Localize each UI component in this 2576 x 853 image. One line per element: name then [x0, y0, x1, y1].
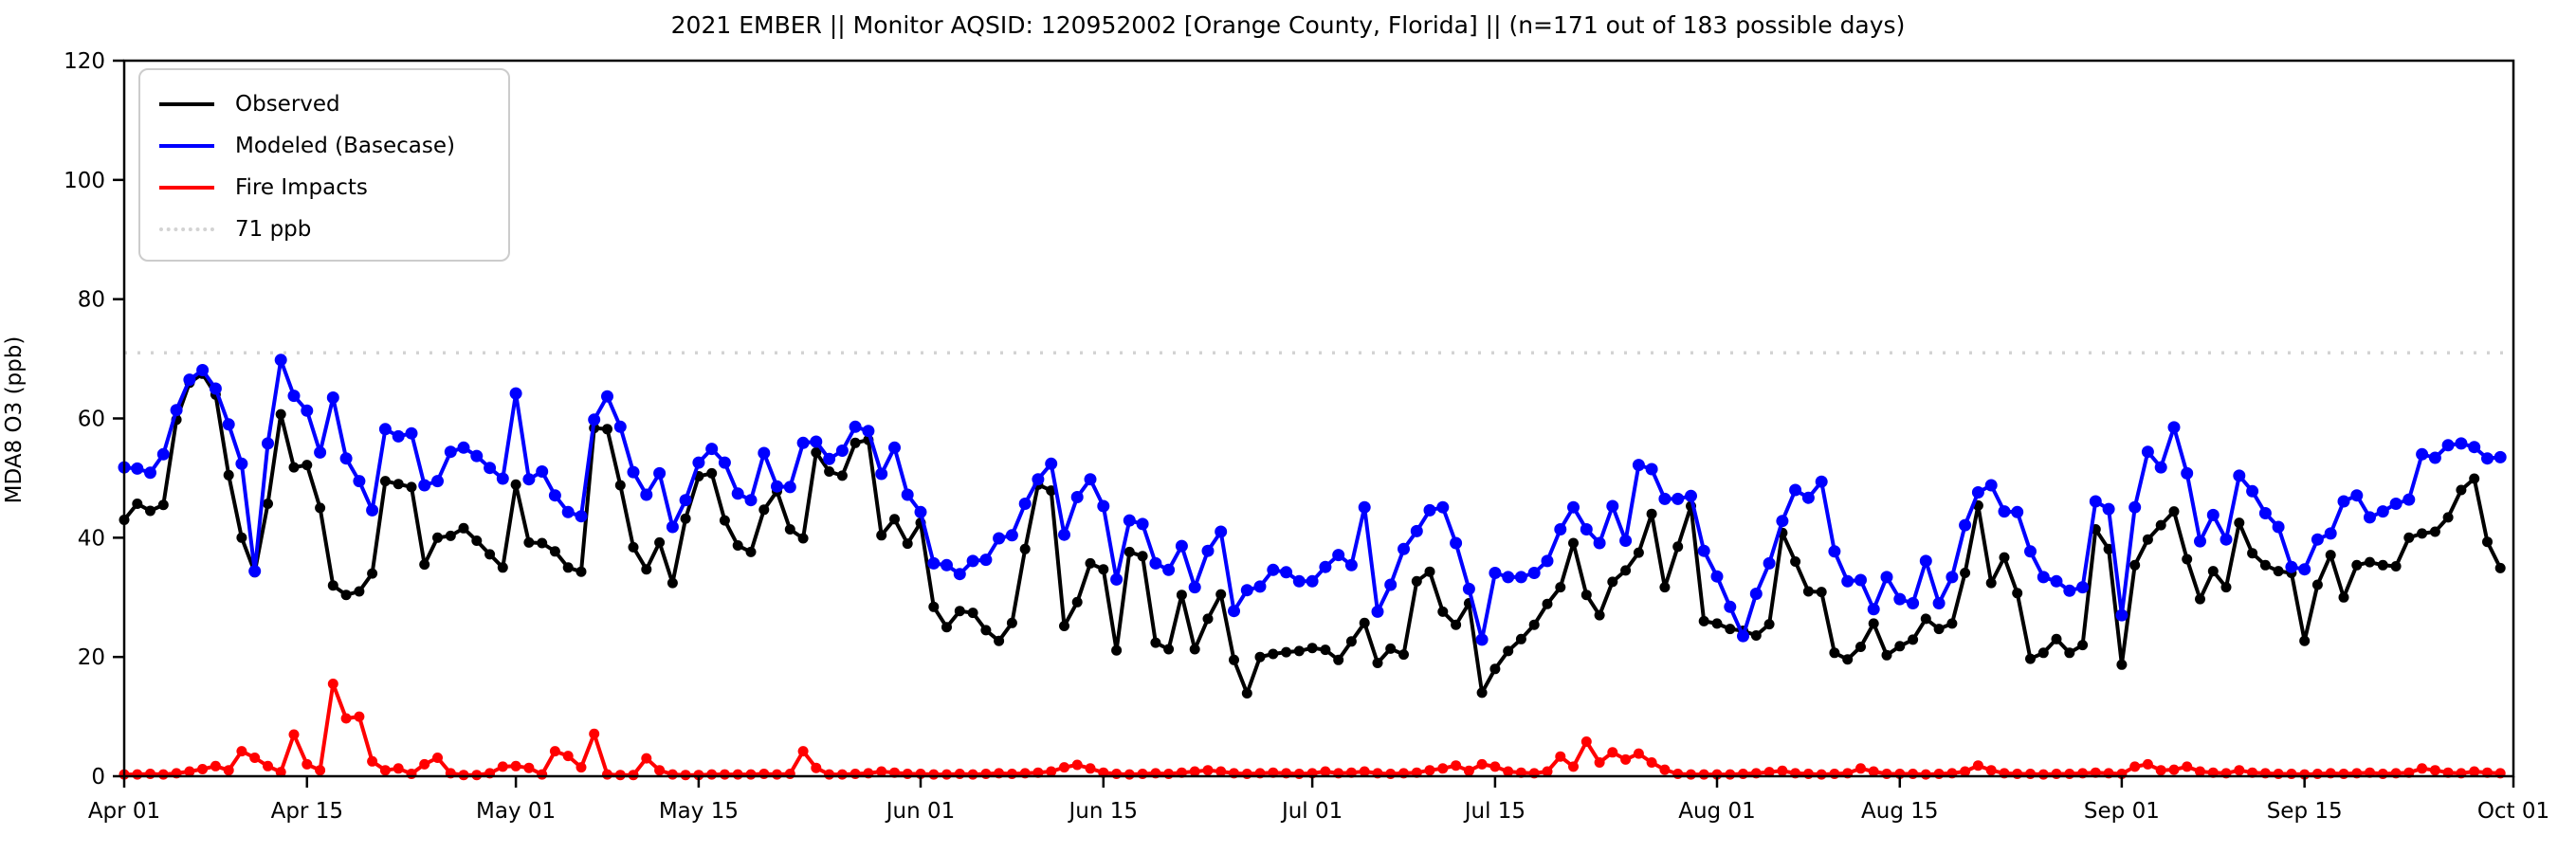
x-tick-label: Apr 15: [271, 799, 343, 824]
x-tick-label: Jun 01: [885, 799, 956, 824]
legend: Observed Modeled (Basecase) Fire Impacts…: [138, 68, 510, 262]
x-tick-label: Sep 01: [2084, 799, 2160, 824]
y-tick-label: 60: [78, 408, 105, 432]
observed-line-swatch: [159, 102, 214, 106]
y-tick-label: 80: [78, 288, 105, 313]
y-axis-ticks: 0 20 40 60 80 100 120: [64, 49, 124, 789]
x-tick-label: Apr 01: [88, 799, 160, 824]
fire-line-swatch: [159, 186, 214, 190]
legend-label: 71 ppb: [235, 217, 312, 242]
y-tick-label: 120: [64, 49, 105, 74]
x-axis-ticks: Apr 01 Apr 15 May 01 May 15 Jun 01 Jun 15 Jul …: [88, 776, 2549, 824]
x-tick-label: Jul 01: [1280, 799, 1343, 824]
legend-label: Fire Impacts: [235, 175, 368, 200]
x-tick-label: Sep 15: [2267, 799, 2343, 824]
x-tick-label: May 01: [476, 799, 556, 824]
series-fire-impacts: [119, 679, 2506, 781]
x-tick-label: Jul 15: [1463, 799, 1526, 824]
legend-label: Observed: [235, 92, 340, 117]
legend-item-observed: Observed: [159, 83, 489, 125]
x-tick-label: Jun 15: [1068, 799, 1139, 824]
x-tick-label: Aug 15: [1861, 799, 1939, 824]
x-tick-label: Aug 01: [1678, 799, 1756, 824]
legend-label: Modeled (Basecase): [235, 134, 455, 158]
legend-item-modeled: Modeled (Basecase): [159, 125, 489, 167]
x-tick-label: May 15: [659, 799, 739, 824]
y-tick-label: 40: [78, 526, 105, 551]
series-modeled-basecase-: [118, 354, 2507, 646]
modeled-line-swatch: [159, 144, 214, 148]
y-tick-label: 0: [91, 765, 105, 789]
legend-item-fire: Fire Impacts: [159, 167, 489, 209]
reference-line-swatch: [159, 227, 214, 231]
x-tick-label: Oct 01: [2477, 799, 2549, 824]
y-tick-label: 20: [78, 645, 105, 670]
legend-item-71ppb: 71 ppb: [159, 209, 489, 250]
series-observed: [119, 368, 2506, 699]
y-tick-label: 100: [64, 169, 105, 193]
chart-title: 2021 EMBER || Monitor AQSID: 120952002 […: [670, 11, 1906, 39]
